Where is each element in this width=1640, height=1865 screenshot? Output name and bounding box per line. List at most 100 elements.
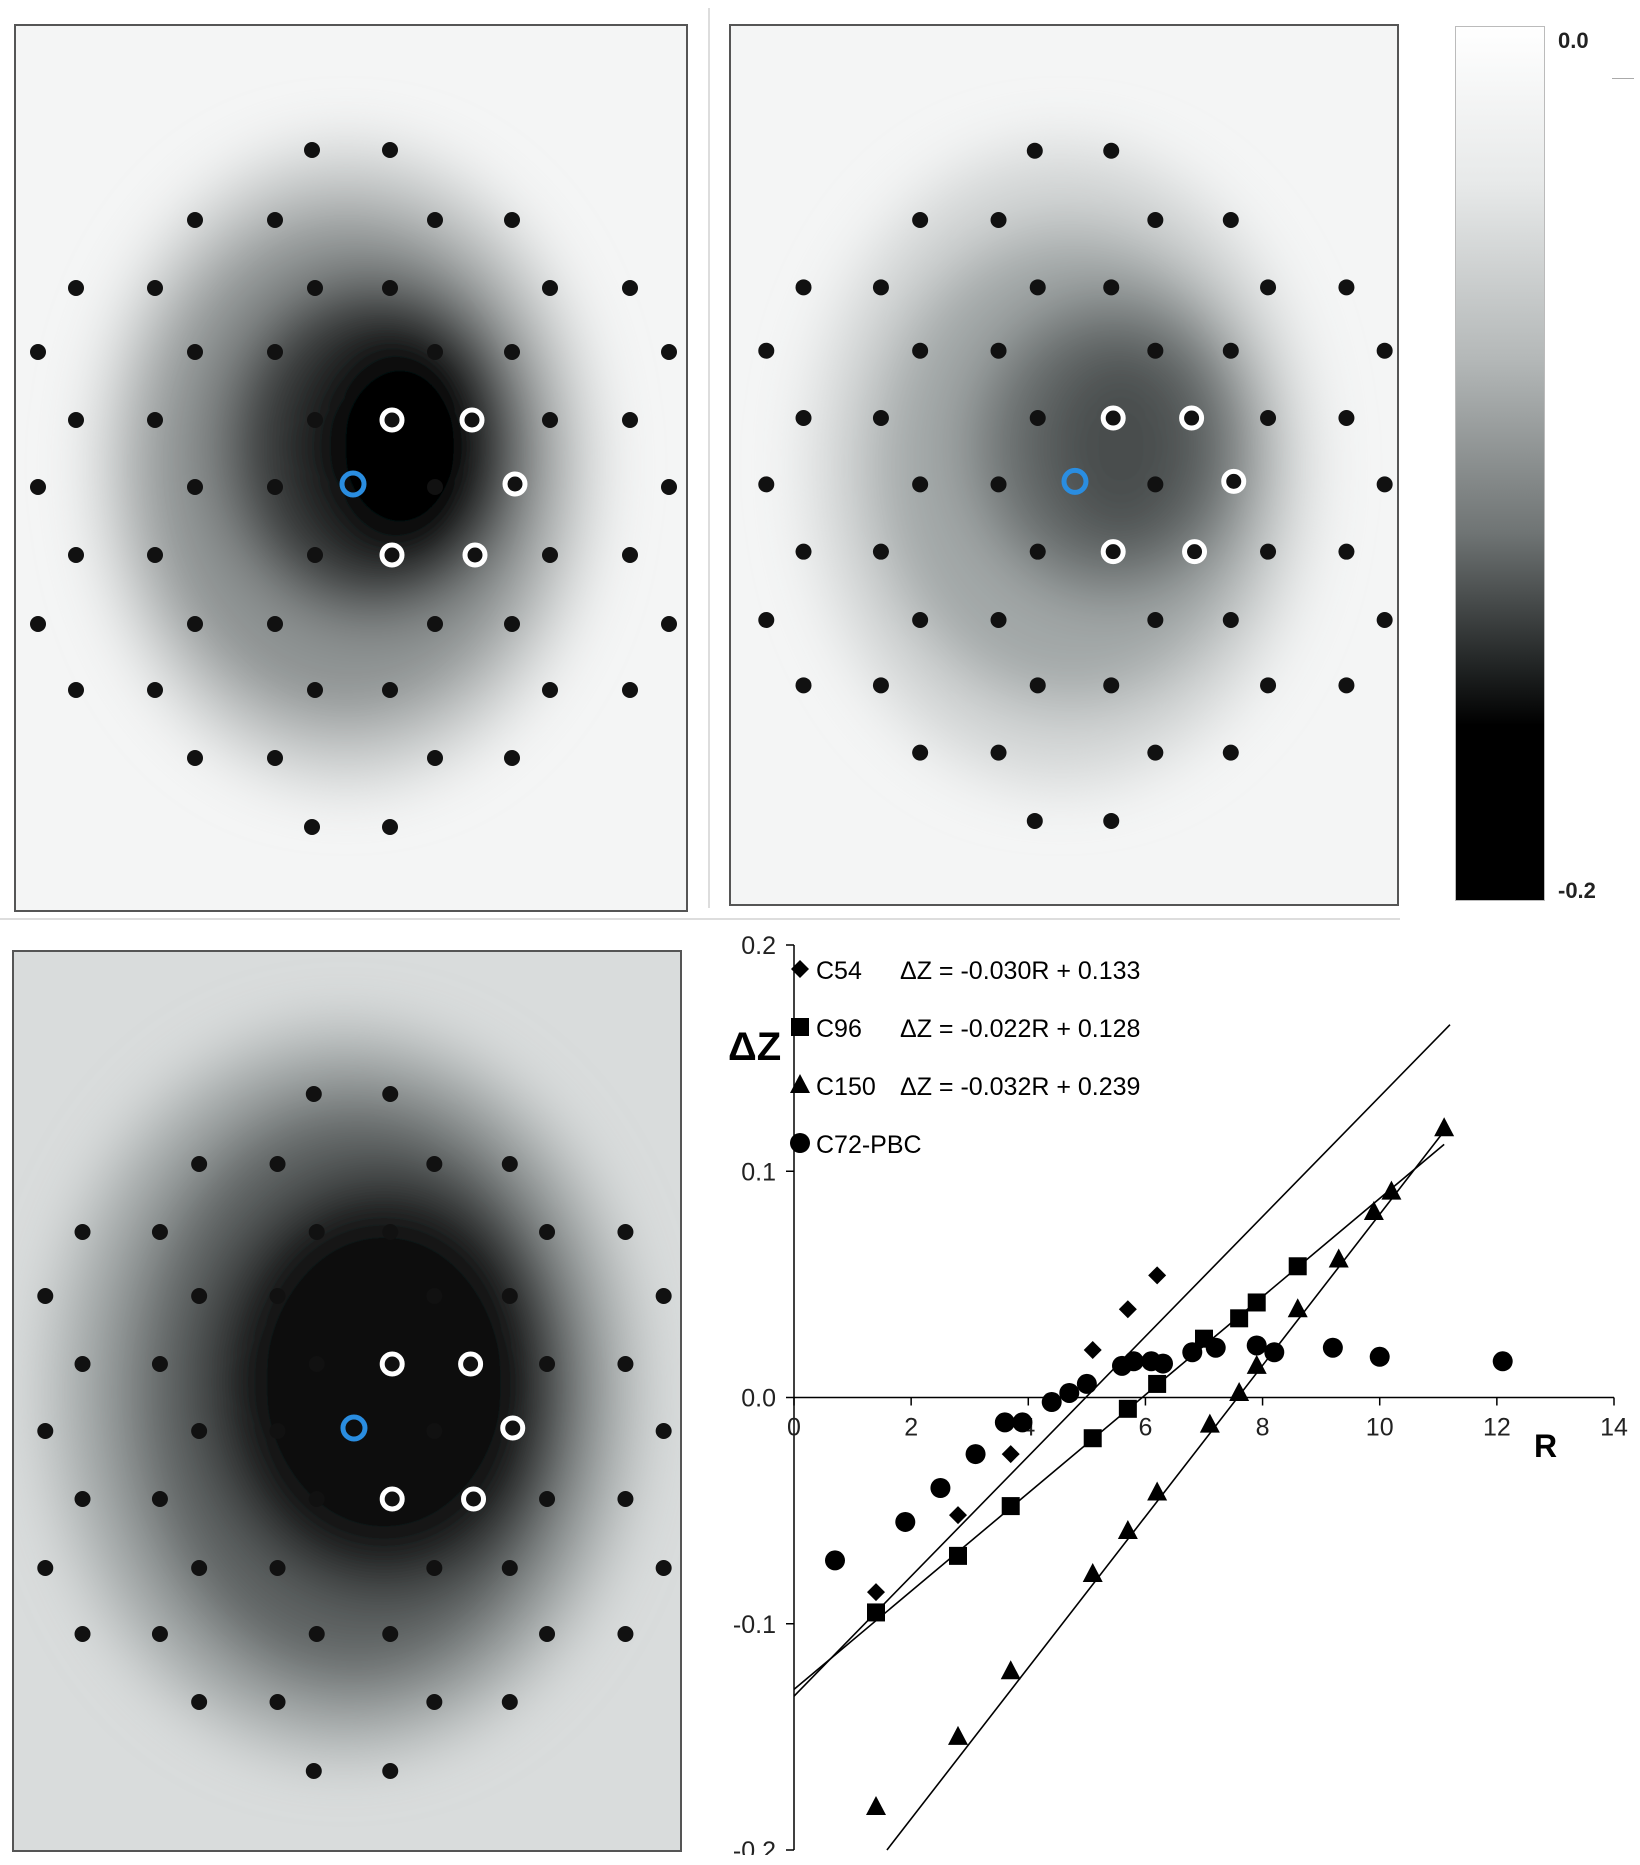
data-point-c96 [1230, 1309, 1249, 1328]
site-dot [269, 1156, 286, 1172]
data-point-c96 [1288, 1257, 1307, 1276]
site-dot [1338, 279, 1355, 296]
data-point-c72-pbc [895, 1511, 916, 1532]
site-dot [267, 616, 283, 632]
site-dot [1147, 476, 1164, 493]
legend-series-name: C96 [816, 1015, 862, 1043]
site-dot [990, 342, 1007, 359]
site-dot [307, 682, 323, 698]
charge-map-b [729, 24, 1399, 906]
data-point-c72-pbc [1246, 1335, 1267, 1356]
site-dot [269, 1288, 286, 1304]
white-ring-site [1100, 405, 1126, 431]
site-dot [617, 1626, 634, 1642]
site-dot [912, 476, 929, 493]
site-dot [68, 547, 84, 563]
site-dot [382, 1086, 399, 1102]
site-dot [151, 1224, 168, 1240]
data-point-c72-pbc [1059, 1382, 1080, 1403]
y-tick-label: -0.1 [733, 1611, 776, 1639]
site-dot [187, 212, 203, 228]
data-point-c150 [1287, 1298, 1308, 1318]
site-dot [30, 479, 46, 495]
legend-equation: ΔZ = -0.030R + 0.133 [900, 957, 1140, 985]
site-dot [269, 1423, 286, 1439]
site-dot [68, 412, 84, 428]
site-dot [539, 1491, 556, 1507]
charge-map-a [14, 24, 688, 912]
site-dot [187, 616, 203, 632]
x-tick-label: 0 [787, 1414, 801, 1442]
site-dot [382, 682, 398, 698]
colorbar-min-label: -0.2 [1558, 878, 1596, 903]
data-point-c72-pbc [1153, 1353, 1173, 1374]
site-dot [1103, 142, 1120, 159]
site-dot [1222, 212, 1239, 229]
data-point-c150 [1199, 1413, 1220, 1433]
site-dot [795, 543, 812, 560]
data-point-c96 [949, 1546, 967, 1565]
data-point-c150 [1434, 1117, 1455, 1137]
y-tick-label: -0.2 [733, 1837, 776, 1855]
data-point-c96 [867, 1603, 885, 1622]
site-dot [622, 547, 638, 563]
fit-line-c150 [886, 1130, 1445, 1851]
site-dot [1103, 677, 1120, 694]
site-dot [191, 1694, 208, 1710]
site-dot [622, 682, 638, 698]
site-dot [504, 212, 520, 228]
y-tick-label: 0.0 [741, 1385, 776, 1413]
site-dot [990, 212, 1007, 229]
site-dot [74, 1224, 91, 1240]
site-dot [382, 819, 398, 835]
data-point-c54 [1118, 1300, 1137, 1319]
site-dot [267, 344, 283, 360]
data-point-c150 [1082, 1562, 1103, 1582]
site-dot [542, 682, 558, 698]
site-dot [191, 1156, 208, 1172]
white-ring-site [1182, 539, 1208, 565]
site-dot [74, 1491, 91, 1507]
site-dot [542, 412, 558, 428]
site-dot [74, 1356, 91, 1372]
site-dot [758, 342, 775, 359]
site-dot [308, 1491, 325, 1507]
site-dot [990, 744, 1007, 761]
legend-marker-c96 [791, 1018, 809, 1036]
site-dot [37, 1560, 54, 1576]
site-dot [539, 1626, 556, 1642]
legend-equation: ΔZ = -0.022R + 0.128 [900, 1015, 1140, 1043]
site-dot [542, 547, 558, 563]
site-dot [795, 279, 812, 296]
site-dot [504, 750, 520, 766]
site-dot [68, 682, 84, 698]
site-dot [267, 212, 283, 228]
data-point-c72-pbc [1182, 1342, 1203, 1363]
separator-vertical [708, 8, 710, 908]
white-ring-site [461, 1486, 487, 1512]
site-dot [990, 611, 1007, 628]
data-point-c150 [1363, 1200, 1384, 1220]
site-dot [1029, 410, 1046, 427]
white-ring-site [1100, 539, 1126, 565]
site-dot [307, 547, 323, 563]
charge-map-c [12, 950, 682, 1852]
site-dot [427, 212, 443, 228]
colorbar-max-label: 0.0 [1558, 28, 1589, 53]
site-dot [661, 479, 677, 495]
site-dot [1222, 611, 1239, 628]
data-point-c72-pbc [1012, 1412, 1033, 1433]
site-dot [68, 280, 84, 296]
x-axis-label: R [1534, 1428, 1557, 1464]
data-point-c54 [867, 1583, 885, 1602]
data-point-c150 [1381, 1180, 1402, 1200]
legend-equation: ΔZ = -0.032R + 0.239 [900, 1073, 1140, 1101]
white-ring-site [462, 542, 488, 568]
site-dot [30, 616, 46, 632]
data-point-c150 [948, 1725, 968, 1745]
white-ring-site [502, 471, 528, 497]
site-dot [307, 280, 323, 296]
charge-map-c-svg [14, 952, 680, 1850]
data-point-c54 [949, 1506, 967, 1525]
separator-horizontal [0, 918, 1400, 920]
